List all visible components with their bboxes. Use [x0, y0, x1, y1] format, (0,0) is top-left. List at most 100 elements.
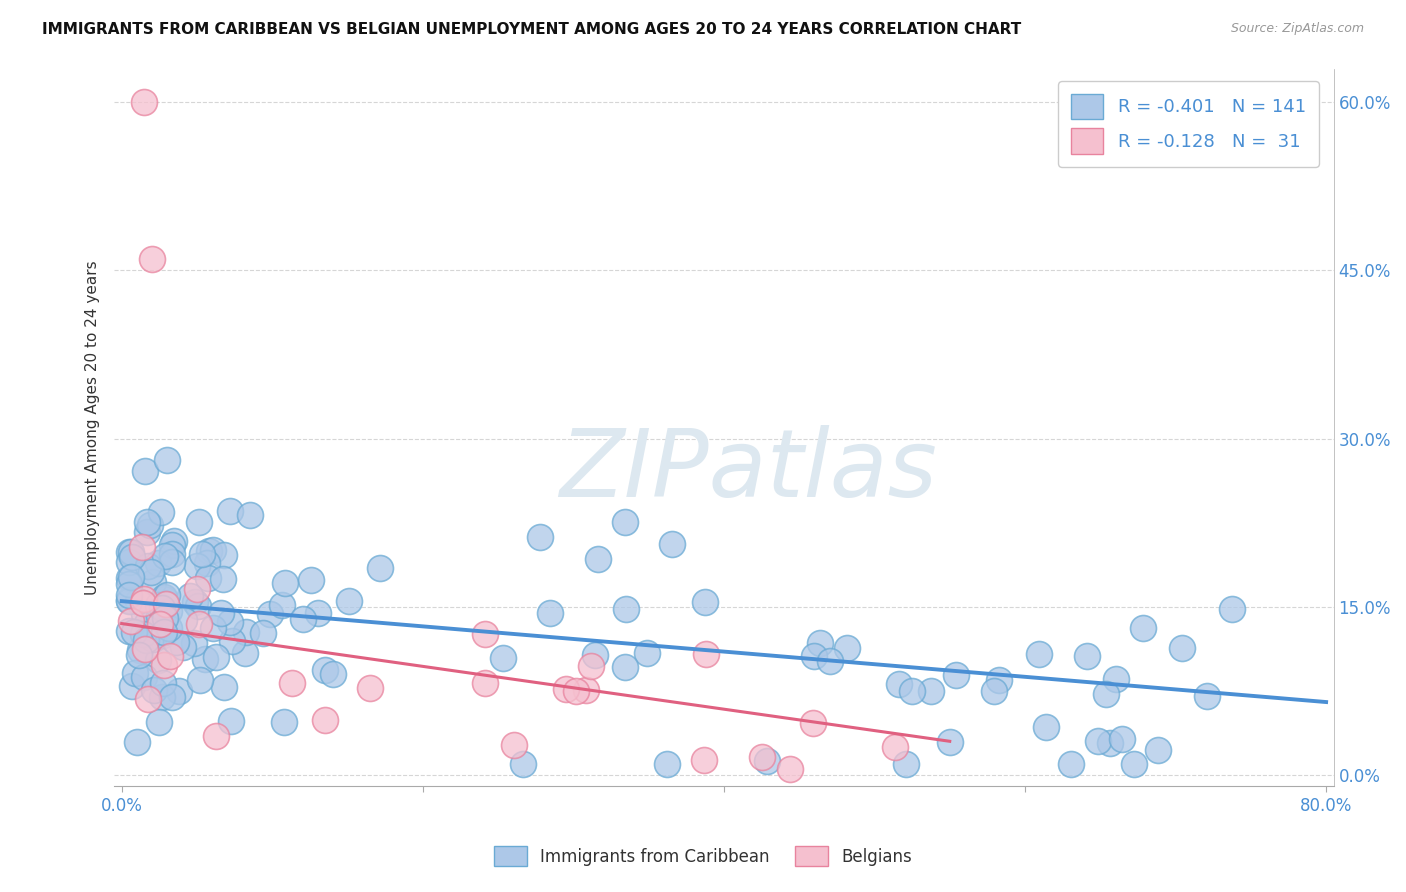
- Point: [1035, 720, 1057, 734]
- Legend: Immigrants from Caribbean, Belgians: Immigrants from Caribbean, Belgians: [485, 838, 921, 875]
- Point: [894, 756, 917, 771]
- Point: [134, 464, 156, 478]
- Point: [143, 682, 166, 697]
- Point: [179, 589, 201, 603]
- Point: [156, 589, 179, 603]
- Point: [146, 556, 169, 570]
- Legend: R = -0.401   N = 141, R = -0.128   N =  31: R = -0.401 N = 141, R = -0.128 N = 31: [1059, 81, 1319, 167]
- Point: [186, 582, 208, 596]
- Point: [695, 647, 717, 661]
- Point: [337, 594, 360, 608]
- Point: [314, 714, 336, 728]
- Point: [661, 537, 683, 551]
- Point: [368, 561, 391, 575]
- Point: [169, 683, 191, 698]
- Point: [1132, 621, 1154, 635]
- Point: [238, 508, 260, 523]
- Point: [160, 555, 183, 569]
- Point: [636, 647, 658, 661]
- Point: [173, 614, 195, 628]
- Point: [165, 635, 187, 649]
- Point: [221, 634, 243, 648]
- Point: [202, 621, 225, 635]
- Point: [1220, 601, 1243, 615]
- Point: [146, 652, 169, 666]
- Point: [1098, 736, 1121, 750]
- Point: [218, 615, 240, 629]
- Point: [155, 549, 177, 563]
- Point: [693, 595, 716, 609]
- Point: [613, 515, 636, 529]
- Point: [586, 551, 609, 566]
- Point: [152, 590, 174, 604]
- Point: [148, 714, 170, 729]
- Point: [183, 595, 205, 609]
- Point: [118, 594, 141, 608]
- Point: [152, 657, 174, 672]
- Point: [938, 735, 960, 749]
- Point: [118, 576, 141, 591]
- Point: [751, 750, 773, 764]
- Point: [136, 524, 159, 539]
- Point: [901, 684, 924, 698]
- Point: [235, 624, 257, 639]
- Point: [121, 679, 143, 693]
- Point: [554, 681, 576, 696]
- Point: [149, 616, 172, 631]
- Point: [163, 533, 186, 548]
- Point: [148, 609, 170, 624]
- Point: [135, 616, 157, 631]
- Point: [150, 690, 173, 704]
- Point: [142, 574, 165, 589]
- Point: [122, 624, 145, 639]
- Point: [945, 668, 967, 682]
- Point: [835, 641, 858, 656]
- Point: [474, 626, 496, 640]
- Point: [160, 547, 183, 561]
- Point: [920, 683, 942, 698]
- Point: [211, 572, 233, 586]
- Point: [121, 550, 143, 565]
- Point: [141, 252, 163, 267]
- Point: [132, 627, 155, 641]
- Point: [156, 453, 179, 467]
- Point: [529, 530, 551, 544]
- Point: [273, 576, 295, 591]
- Point: [803, 648, 825, 663]
- Point: [134, 95, 156, 110]
- Point: [141, 566, 163, 580]
- Point: [128, 643, 150, 657]
- Point: [118, 555, 141, 569]
- Point: [191, 547, 214, 561]
- Point: [1076, 649, 1098, 664]
- Point: [983, 683, 1005, 698]
- Point: [503, 738, 526, 752]
- Point: [118, 545, 141, 559]
- Point: [1123, 756, 1146, 771]
- Point: [142, 632, 165, 646]
- Point: [1105, 672, 1128, 686]
- Text: IMMIGRANTS FROM CARIBBEAN VS BELGIAN UNEMPLOYMENT AMONG AGES 20 TO 24 YEARS CORR: IMMIGRANTS FROM CARIBBEAN VS BELGIAN UNE…: [42, 22, 1021, 37]
- Point: [139, 518, 162, 533]
- Point: [214, 548, 236, 562]
- Point: [188, 617, 211, 632]
- Point: [1111, 732, 1133, 747]
- Point: [204, 650, 226, 665]
- Point: [153, 611, 176, 625]
- Point: [693, 753, 716, 767]
- Point: [755, 755, 778, 769]
- Y-axis label: Unemployment Among Ages 20 to 24 years: Unemployment Among Ages 20 to 24 years: [86, 260, 100, 595]
- Point: [292, 612, 315, 626]
- Point: [307, 606, 329, 620]
- Point: [155, 597, 177, 611]
- Point: [218, 504, 240, 518]
- Point: [118, 624, 141, 638]
- Point: [188, 673, 211, 688]
- Point: [884, 740, 907, 755]
- Point: [321, 667, 343, 681]
- Point: [233, 646, 256, 660]
- Point: [820, 654, 842, 668]
- Point: [135, 633, 157, 648]
- Point: [132, 591, 155, 606]
- Point: [197, 571, 219, 585]
